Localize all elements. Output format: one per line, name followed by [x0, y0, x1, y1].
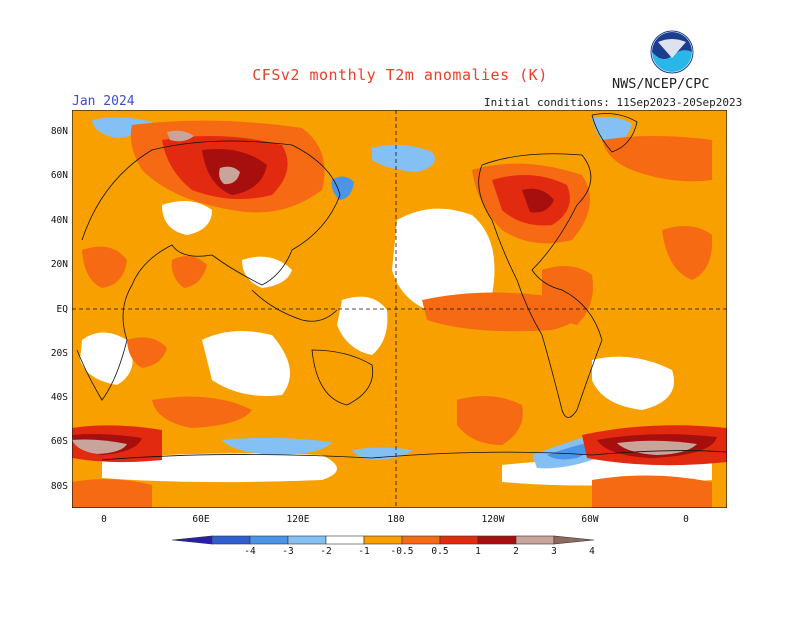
latitude-label: 60S: [50, 436, 68, 447]
colorbar-segment: [439, 535, 479, 545]
colorbar: [172, 535, 595, 545]
longitude-label: 120W: [481, 514, 505, 525]
latitude-label: 80S: [50, 481, 68, 492]
longitude-label: 60E: [192, 514, 210, 525]
longitude-label: 60W: [581, 514, 599, 525]
latitude-label: 20N: [50, 259, 68, 270]
longitude-label: 0: [683, 514, 689, 525]
colorbar-segment: [287, 535, 327, 545]
colorbar-segment: [172, 535, 213, 545]
colorbar-label: 4: [589, 546, 595, 557]
longitude-label: 180: [387, 514, 405, 525]
colorbar-label: 0.5: [431, 546, 449, 557]
colorbar-segment: [363, 535, 403, 545]
colorbar-label: 3: [551, 546, 557, 557]
colorbar-segment: [249, 535, 289, 545]
colorbar-segment: [477, 535, 517, 545]
warm-anomaly-regions: [72, 120, 727, 508]
colorbar-segment: [515, 535, 555, 545]
coastlines: [76, 113, 727, 461]
colorbar-label: -4: [244, 546, 256, 557]
colorbar-segment: [325, 535, 365, 545]
noaa-logo: [650, 30, 694, 74]
colorbar-label: -2: [320, 546, 332, 557]
colorbar-label: -0.5: [390, 546, 414, 557]
latitude-label: 80N: [50, 126, 68, 137]
latitude-label: 20S: [50, 348, 68, 359]
longitude-label: 0: [101, 514, 107, 525]
anomaly-map: [72, 110, 727, 508]
chart-title: CFSv2 monthly T2m anomalies (K): [252, 66, 548, 84]
cool-anomaly-regions: [92, 116, 632, 469]
colorbar-label: -3: [282, 546, 294, 557]
colorbar-segment: [401, 535, 441, 545]
agency-label: NWS/NCEP/CPC: [612, 76, 710, 92]
colorbar-label: 2: [513, 546, 519, 557]
longitude-label: 120E: [286, 514, 310, 525]
colorbar-label: 1: [475, 546, 481, 557]
colorbar-segment: [211, 535, 251, 545]
initial-conditions: Initial conditions: 11Sep2023-20Sep2023: [484, 96, 743, 109]
forecast-period: Jan 2024: [72, 94, 135, 109]
colorbar-label: -1: [358, 546, 370, 557]
latitude-label: 40N: [50, 215, 68, 226]
latitude-label: 60N: [50, 170, 68, 181]
neutral-anomaly-regions: [80, 201, 712, 486]
latitude-label: 40S: [50, 392, 68, 403]
colorbar-segment: [553, 535, 595, 545]
latitude-label: EQ: [56, 304, 68, 315]
